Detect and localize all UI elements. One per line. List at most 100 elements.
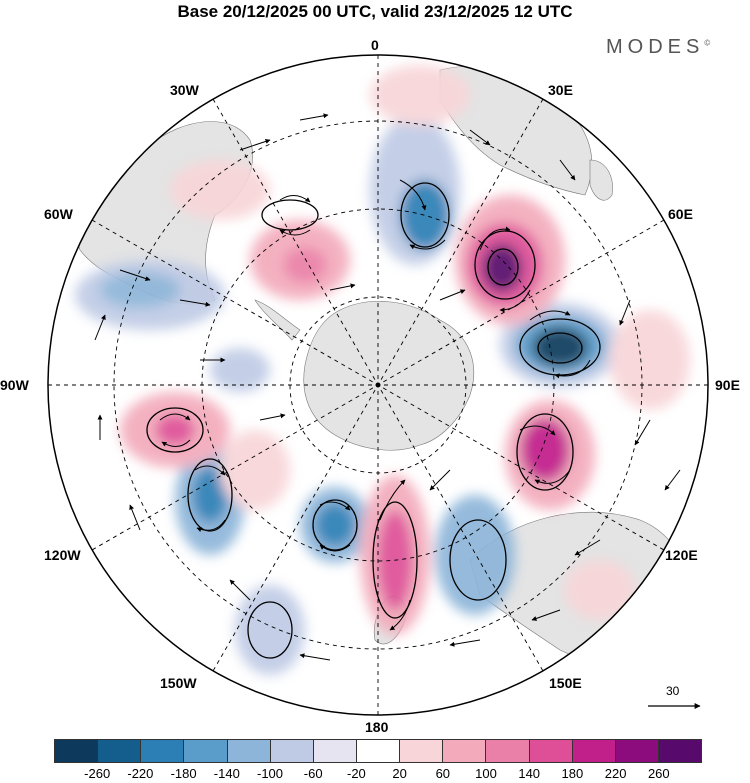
contour-tasman-low: [247, 601, 293, 659]
wind-vector: [439, 289, 466, 301]
contour-south-indian-low: [519, 318, 601, 376]
colorbar-tick-label: 180: [561, 766, 584, 781]
colorbar-tick-label: 20: [392, 766, 407, 781]
wind-vector: [299, 653, 331, 661]
colorbar-tick-label: 100: [475, 766, 497, 781]
wind-vector: [634, 419, 651, 446]
contour-southern-ocean-au-low: [449, 519, 507, 601]
wind-vector: [529, 310, 571, 321]
anomaly-high-southwest-atlantic: [170, 160, 270, 220]
madagascar-land: [589, 159, 613, 201]
colorbar-cell: [184, 740, 228, 762]
wind-vector: [319, 501, 351, 511]
wind-vector: [129, 504, 141, 531]
contour-drake-high: [261, 199, 319, 231]
wind-vector: [161, 439, 191, 447]
colorbar-cell: [658, 740, 702, 762]
wind-vector: [329, 283, 356, 291]
colorbar-cell: [227, 740, 271, 762]
anomaly-shading: [75, 65, 690, 675]
anomaly-low-south-atlantic-inner: [400, 180, 450, 250]
brand-text: MODES: [606, 36, 705, 58]
lon-label-90w: 90W: [0, 377, 29, 393]
anomaly-high-southern-indian-core: [520, 418, 570, 482]
wind-vector: [319, 544, 351, 552]
anomaly-low-tasman: [235, 585, 305, 675]
colorbar-cell: [98, 740, 142, 762]
wind-vector: [379, 479, 406, 521]
colorbar-cell: [141, 740, 185, 762]
contours: [146, 182, 601, 659]
wind-vector: [194, 465, 226, 476]
modes-brand-logo: MODES©: [606, 36, 710, 59]
contour-south-africa-high-inner: [487, 248, 519, 286]
colorbar-tick-label: -180: [170, 766, 197, 781]
wind-vector: [619, 299, 631, 326]
contour-ross-sea-low: [312, 499, 358, 551]
contour-new-zealand-high: [372, 501, 418, 619]
colorbar-cell: [615, 740, 659, 762]
lon-label-120e: 120E: [665, 547, 698, 563]
lon-label-150w: 150W: [160, 675, 197, 691]
anomaly-high-southeast-pacific-core: [155, 414, 195, 446]
anomaly-low-southern-ocean-au: [435, 495, 515, 615]
wind-vector: [159, 413, 191, 421]
colorbar-cell: [486, 740, 530, 762]
colorbar-cell: [356, 740, 401, 762]
brand-mark: ©: [704, 38, 711, 48]
anomaly-high-bellingshausen: [220, 430, 290, 510]
contour-southern-indian-high: [516, 413, 574, 491]
anomaly-low-weddell-inner: [100, 272, 180, 308]
anomaly-low-ross-sea-core: [315, 503, 355, 547]
contour-south-africa-high: [474, 230, 536, 300]
wind-vectors: [94, 113, 681, 661]
wind-vector: [531, 609, 561, 621]
wind-vector: [574, 539, 601, 556]
contour-south-indian-low-inner: [537, 332, 583, 364]
lon-label-150e: 150E: [549, 675, 582, 691]
anomaly-high-north-atlantic-edge: [370, 65, 470, 125]
colorbar-cell: [270, 740, 314, 762]
anomaly-high-southwest-au: [565, 560, 635, 620]
lon-label-30e: 30E: [548, 82, 573, 98]
wind-vector: [534, 469, 571, 485]
wind-vector: [559, 159, 576, 181]
contour-southeast-pacific-low: [187, 458, 233, 532]
colorbar-tick-label: 140: [518, 766, 541, 781]
colorbar-cell: [529, 740, 573, 762]
wind-vector: [479, 226, 511, 251]
wind-vector: [94, 314, 106, 341]
colorbar-tick-label: -20: [346, 766, 366, 781]
wind-vector: [119, 269, 151, 281]
wind-vector: [399, 179, 427, 211]
anomaly-high-drake-core: [283, 247, 327, 283]
contour-southeast-pacific-high: [146, 407, 204, 453]
lon-label-30w: 30W: [170, 82, 199, 98]
wind-vector: [664, 469, 681, 491]
colorbar: [54, 739, 702, 763]
colorbar-tick-label: 60: [435, 766, 451, 781]
wind-vector: [469, 129, 491, 146]
lon-label-60w: 60W: [44, 206, 73, 222]
wind-vector: [554, 359, 591, 379]
wind-vector: [389, 599, 411, 631]
wind-vector: [229, 579, 251, 601]
colorbar-cell: [313, 740, 357, 762]
wind-vector: [279, 195, 311, 203]
wind-vector: [279, 229, 311, 236]
antarctica-land: [303, 301, 474, 451]
lon-label-120w: 120W: [44, 547, 81, 563]
lon-label-60e: 60E: [668, 206, 693, 222]
colorbar-tick-label: -260: [84, 766, 111, 781]
wind-vector: [449, 639, 481, 647]
wind-vector: [196, 519, 226, 532]
wind-vector: [519, 425, 556, 436]
antarctic-peninsula-land: [254, 299, 301, 341]
anomaly-low-southeast-pacific-core: [192, 467, 228, 523]
wind-vector: [429, 469, 451, 491]
lon-label-0: 0: [371, 37, 379, 53]
colorbar-tick-label: -100: [256, 766, 284, 781]
south-pole-marker: [375, 382, 381, 388]
reference-vector-value: 30: [666, 684, 680, 698]
